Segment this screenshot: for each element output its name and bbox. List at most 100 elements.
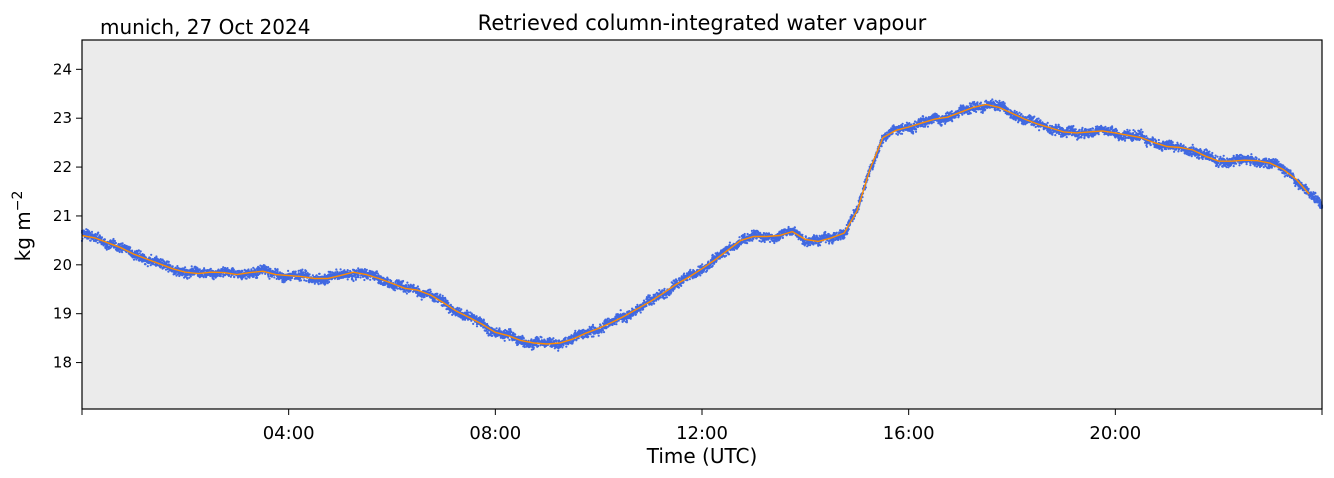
scatter-point	[334, 271, 337, 274]
scatter-point	[801, 233, 804, 236]
scatter-point	[352, 279, 355, 283]
scatter-point	[86, 228, 89, 232]
scatter-point	[189, 275, 192, 278]
scatter-point	[557, 347, 560, 350]
scatter-point	[186, 277, 189, 280]
scatter-point	[472, 322, 475, 325]
scatter-point	[174, 271, 178, 274]
scatter-point	[436, 292, 439, 295]
scatter-point	[733, 248, 736, 251]
scatter-point	[447, 301, 450, 304]
scatter-point	[517, 343, 520, 346]
scatter-point	[361, 268, 364, 271]
scatter-point	[135, 258, 138, 261]
scatter-point	[387, 278, 390, 281]
scatter-point	[396, 287, 399, 290]
scatter-point	[564, 336, 567, 339]
scatter-point	[94, 233, 97, 236]
scatter-point	[487, 332, 490, 335]
scatter-point	[412, 283, 415, 286]
scatter-point	[565, 345, 568, 348]
scatter-point	[429, 290, 432, 293]
scatter-point	[708, 266, 712, 269]
scatter-point	[292, 270, 295, 273]
scatter-point	[691, 277, 694, 280]
scatter-point	[763, 240, 766, 244]
scatter-point	[184, 266, 187, 269]
scatter-point	[686, 279, 689, 282]
scatter-point	[423, 295, 426, 298]
scatter-point	[311, 274, 314, 277]
scatter-point	[299, 279, 303, 282]
scatter-point	[441, 294, 444, 297]
scatter-point	[137, 249, 140, 252]
scatter-point	[155, 255, 158, 258]
scatter-point	[537, 337, 540, 340]
scatter-point	[635, 311, 639, 314]
scatter-point	[707, 260, 710, 263]
scatter-point	[163, 260, 166, 263]
scatter-point	[317, 283, 320, 286]
scatter-point	[328, 280, 331, 284]
scatter-point	[402, 279, 405, 283]
scatter-point	[600, 331, 603, 334]
scatter-point	[746, 242, 749, 245]
scatter-point	[228, 273, 231, 276]
scatter-point	[473, 314, 476, 317]
scatter-point	[167, 270, 170, 273]
scatter-point	[562, 344, 565, 347]
scatter-point	[267, 266, 270, 269]
scatter-point	[329, 270, 332, 274]
scatter-point	[793, 226, 796, 229]
scatter-point	[375, 270, 378, 273]
scatter-point	[222, 266, 225, 269]
scatter-point	[446, 299, 449, 302]
scatter-point	[190, 265, 193, 268]
scatter-point	[787, 225, 790, 229]
scatter-point	[467, 311, 470, 314]
scatter-point	[212, 278, 215, 281]
scatter-point	[315, 274, 318, 277]
scatter-point	[96, 241, 99, 244]
scatter-point	[846, 232, 849, 235]
scatter-point	[159, 258, 162, 261]
scatter-point	[701, 263, 704, 266]
scatter-point	[510, 330, 513, 334]
scatter-point	[357, 267, 360, 270]
scatter-point	[523, 345, 526, 349]
scatter-point	[365, 268, 368, 271]
scatter-point	[514, 333, 517, 336]
scatter-point	[824, 241, 827, 244]
scatter-point	[268, 277, 271, 280]
scatter-point	[393, 289, 397, 292]
scatter-point	[713, 262, 716, 265]
scatter-point	[758, 239, 761, 242]
scatter-point	[369, 278, 372, 281]
scatter-point	[602, 331, 606, 334]
scatter-point	[673, 287, 676, 290]
scatter-point	[112, 237, 115, 241]
scatter-point	[186, 269, 189, 272]
scatter-point	[557, 349, 560, 352]
scatter-point	[465, 309, 469, 312]
scatter-point	[313, 282, 316, 285]
scatter-point	[677, 286, 681, 289]
scatter-point	[90, 230, 94, 233]
scatter-point	[121, 242, 124, 245]
scatter-point	[343, 269, 346, 272]
scatter-point	[449, 303, 452, 306]
scatter-point	[648, 294, 651, 297]
scatter-point	[388, 286, 391, 289]
scatter-point	[404, 284, 408, 287]
scatter-point	[420, 298, 423, 301]
scatter-point	[727, 253, 731, 256]
scatter-point	[711, 253, 714, 256]
scatter-point	[363, 268, 366, 271]
scatter-point	[728, 241, 732, 244]
scatter-point	[294, 270, 297, 273]
scatter-point	[460, 308, 463, 311]
scatter-point	[654, 299, 658, 302]
scatter-point	[270, 275, 273, 278]
scatter-point	[226, 267, 229, 270]
scatter-point	[287, 269, 290, 272]
